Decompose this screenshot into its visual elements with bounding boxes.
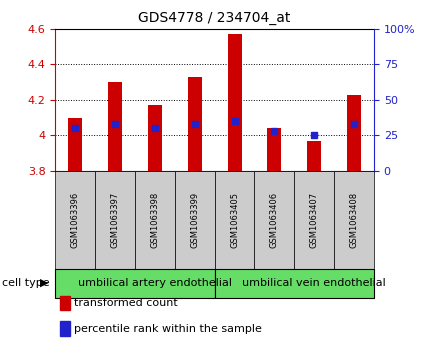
Text: GSM1063399: GSM1063399 <box>190 192 199 248</box>
Bar <box>95 171 135 269</box>
Bar <box>175 171 215 269</box>
Bar <box>68 118 82 171</box>
Text: GSM1063396: GSM1063396 <box>71 192 79 248</box>
Bar <box>267 128 281 171</box>
Bar <box>227 34 241 171</box>
Text: GSM1063405: GSM1063405 <box>230 192 239 248</box>
Text: GSM1063408: GSM1063408 <box>350 192 359 248</box>
Text: GSM1063407: GSM1063407 <box>310 192 319 248</box>
Text: transformed count: transformed count <box>74 298 178 308</box>
Bar <box>55 269 215 298</box>
Bar <box>148 105 162 171</box>
Text: GSM1063397: GSM1063397 <box>110 192 119 248</box>
Bar <box>215 171 255 269</box>
Text: percentile rank within the sample: percentile rank within the sample <box>74 323 262 334</box>
Bar <box>294 171 334 269</box>
Bar <box>347 94 361 171</box>
Text: GSM1063398: GSM1063398 <box>150 192 159 248</box>
Bar <box>188 77 202 171</box>
Bar <box>307 140 321 171</box>
Title: GDS4778 / 234704_at: GDS4778 / 234704_at <box>139 11 291 25</box>
Bar <box>255 171 294 269</box>
Bar <box>334 171 374 269</box>
Bar <box>135 171 175 269</box>
Text: umbilical artery endothelial: umbilical artery endothelial <box>78 278 232 288</box>
Bar <box>108 82 122 171</box>
Bar <box>215 269 374 298</box>
Text: ▶: ▶ <box>40 278 49 288</box>
Bar <box>55 171 95 269</box>
Text: umbilical vein endothelial: umbilical vein endothelial <box>242 278 386 288</box>
Text: cell type: cell type <box>2 278 50 288</box>
Text: GSM1063406: GSM1063406 <box>270 192 279 248</box>
